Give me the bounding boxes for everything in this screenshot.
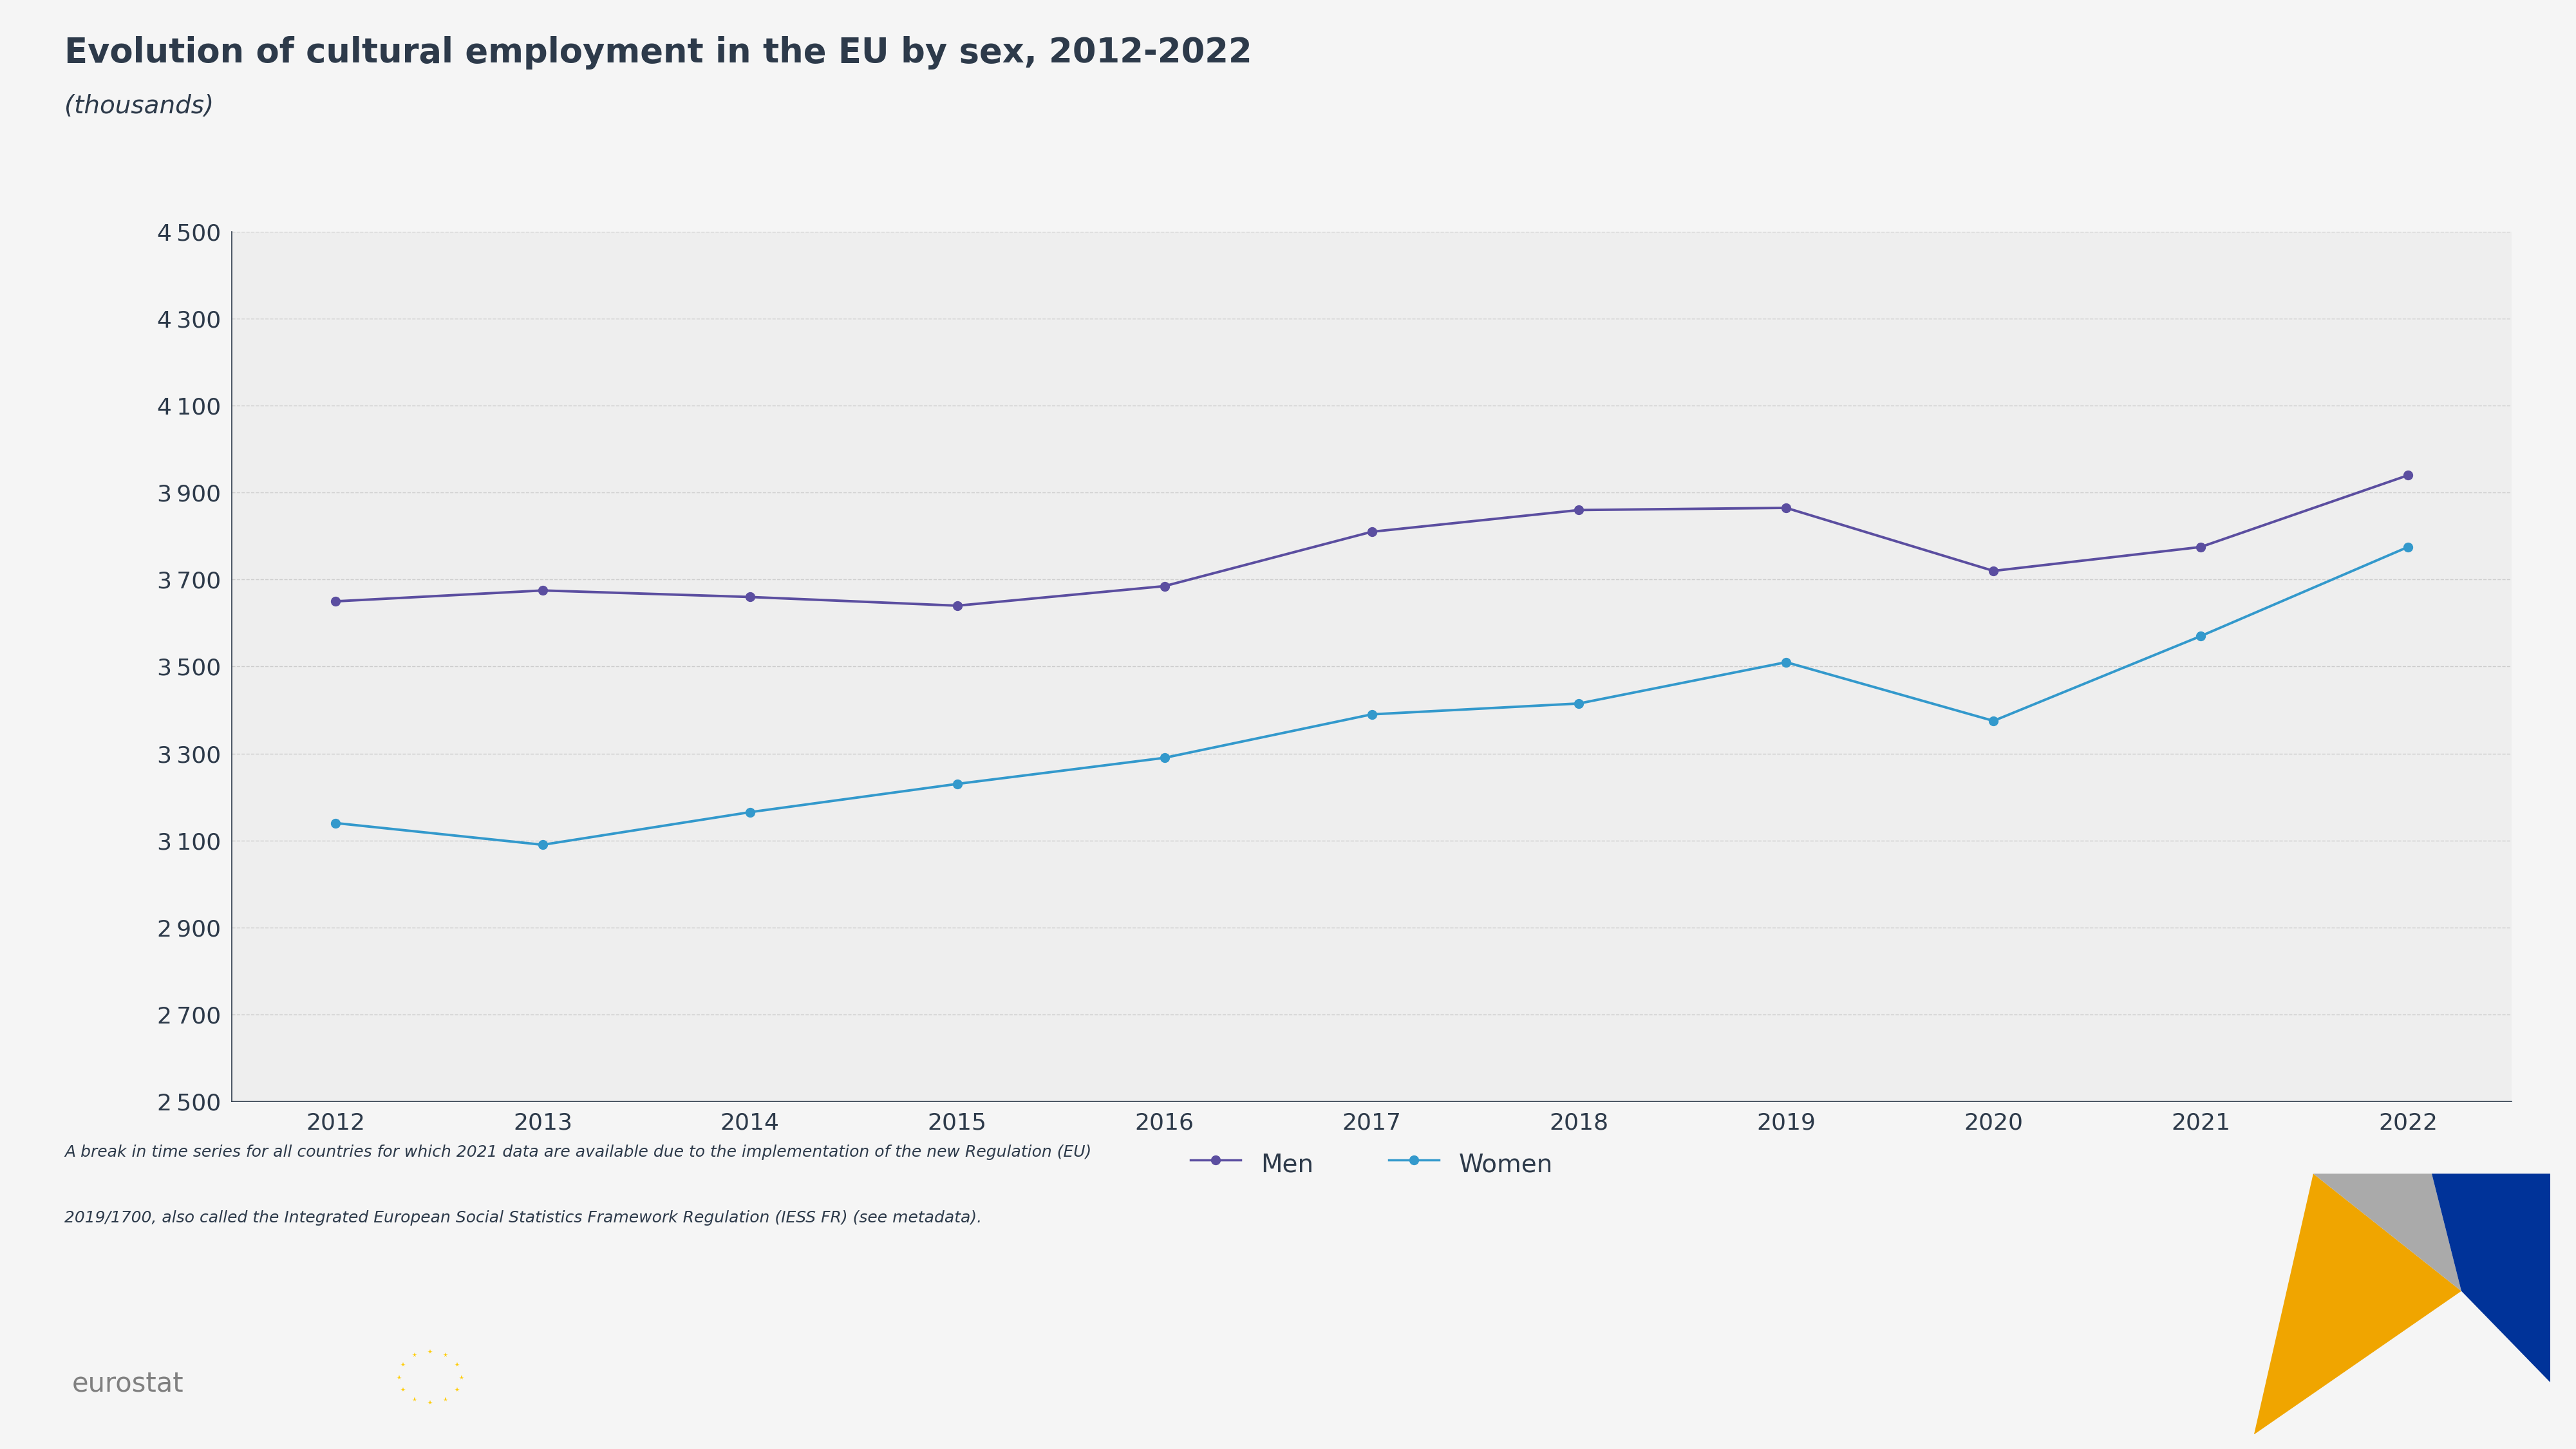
Men xyxy=(734,588,765,606)
Men xyxy=(528,582,559,600)
Men xyxy=(2393,467,2424,484)
Line: Women: Women xyxy=(330,542,2414,849)
Text: eurostat: eurostat xyxy=(72,1371,183,1397)
Text: 2019/1700, also called the Integrated European Social Statistics Framework Regul: 2019/1700, also called the Integrated Eu… xyxy=(64,1210,981,1226)
Men xyxy=(2184,538,2215,555)
Women xyxy=(1149,749,1180,767)
Women xyxy=(1770,653,1801,671)
Men xyxy=(1149,577,1180,594)
Women xyxy=(1355,706,1386,723)
Men xyxy=(319,593,350,610)
Women xyxy=(2184,627,2215,645)
Polygon shape xyxy=(2313,1174,2463,1291)
Text: (thousands): (thousands) xyxy=(64,94,214,119)
Men xyxy=(943,597,974,614)
Men xyxy=(1770,498,1801,516)
Women xyxy=(2393,538,2424,555)
Polygon shape xyxy=(2254,1174,2463,1435)
Polygon shape xyxy=(2432,1174,2550,1382)
Women xyxy=(528,836,559,853)
Text: A break in time series for all countries for which 2021 data are available due t: A break in time series for all countries… xyxy=(64,1145,1092,1161)
Men xyxy=(1978,562,2009,580)
Line: Men: Men xyxy=(330,471,2414,610)
Legend: Men, Women: Men, Women xyxy=(1180,1137,1564,1188)
Women xyxy=(1978,713,2009,730)
Men xyxy=(1564,501,1595,519)
Women xyxy=(319,814,350,832)
Women xyxy=(1564,696,1595,713)
Men xyxy=(1355,523,1386,540)
Women xyxy=(734,803,765,820)
Women xyxy=(943,775,974,793)
Text: Evolution of cultural employment in the EU by sex, 2012-2022: Evolution of cultural employment in the … xyxy=(64,36,1252,70)
